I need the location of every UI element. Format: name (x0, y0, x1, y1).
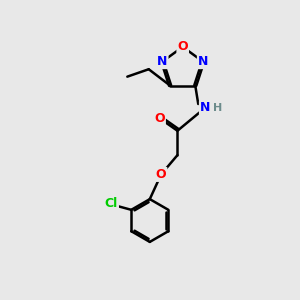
Text: Cl: Cl (105, 197, 118, 210)
Text: N: N (198, 55, 208, 68)
Text: O: O (154, 112, 165, 125)
Text: O: O (177, 40, 188, 53)
Text: H: H (213, 103, 222, 113)
Text: N: N (200, 101, 210, 114)
Text: N: N (157, 55, 167, 68)
Text: O: O (156, 168, 167, 181)
